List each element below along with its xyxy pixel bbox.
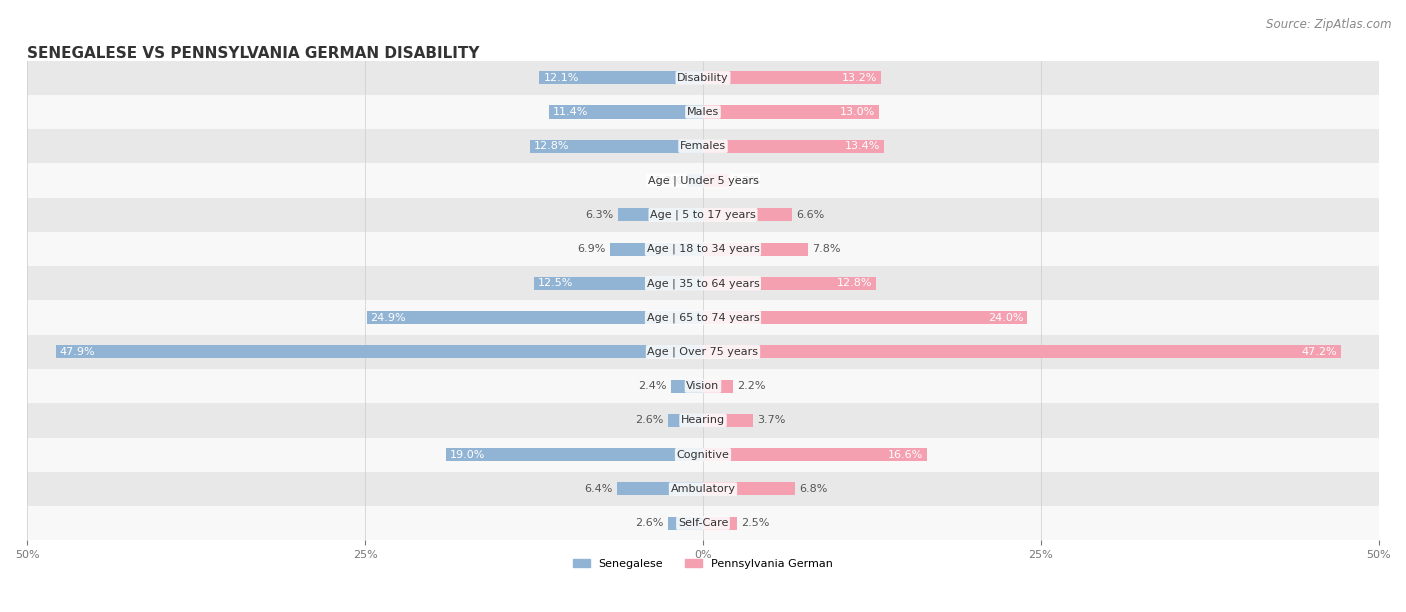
Text: 6.4%: 6.4% bbox=[583, 484, 613, 494]
Text: 13.0%: 13.0% bbox=[839, 107, 875, 117]
Bar bbox=[668, 517, 703, 530]
Text: 6.3%: 6.3% bbox=[585, 210, 614, 220]
Bar bbox=[703, 277, 876, 290]
Text: Males: Males bbox=[688, 107, 718, 117]
Text: 13.2%: 13.2% bbox=[842, 73, 877, 83]
Bar bbox=[610, 242, 703, 256]
Text: 3.7%: 3.7% bbox=[756, 416, 786, 425]
Text: Disability: Disability bbox=[678, 73, 728, 83]
Bar bbox=[540, 71, 703, 84]
Bar bbox=[703, 517, 737, 530]
Text: 19.0%: 19.0% bbox=[450, 450, 485, 460]
Text: 12.8%: 12.8% bbox=[837, 278, 872, 288]
Bar bbox=[530, 140, 703, 153]
Bar bbox=[703, 71, 882, 84]
Text: 2.6%: 2.6% bbox=[636, 518, 664, 528]
Text: Vision: Vision bbox=[686, 381, 720, 391]
Text: Age | Under 5 years: Age | Under 5 years bbox=[648, 175, 758, 186]
Bar bbox=[534, 277, 703, 290]
Bar bbox=[27, 472, 1379, 506]
Text: 16.6%: 16.6% bbox=[889, 450, 924, 460]
Text: Cognitive: Cognitive bbox=[676, 450, 730, 460]
Text: 12.1%: 12.1% bbox=[544, 73, 579, 83]
Bar bbox=[703, 345, 1341, 359]
Text: 2.6%: 2.6% bbox=[636, 416, 664, 425]
Bar bbox=[703, 379, 733, 393]
Bar bbox=[27, 198, 1379, 232]
Text: 12.8%: 12.8% bbox=[534, 141, 569, 151]
Bar bbox=[703, 242, 808, 256]
Text: 2.2%: 2.2% bbox=[737, 381, 765, 391]
Text: 47.9%: 47.9% bbox=[59, 347, 96, 357]
Text: Age | 35 to 64 years: Age | 35 to 64 years bbox=[647, 278, 759, 289]
Bar bbox=[703, 208, 792, 222]
Bar bbox=[27, 61, 1379, 95]
Bar bbox=[703, 482, 794, 496]
Bar bbox=[703, 311, 1028, 324]
Bar bbox=[27, 266, 1379, 300]
Bar bbox=[367, 311, 703, 324]
Bar bbox=[27, 95, 1379, 129]
Bar bbox=[703, 414, 754, 427]
Text: 13.4%: 13.4% bbox=[845, 141, 880, 151]
Bar bbox=[27, 300, 1379, 335]
Bar bbox=[616, 482, 703, 496]
Text: 11.4%: 11.4% bbox=[553, 107, 588, 117]
Bar bbox=[27, 129, 1379, 163]
Bar bbox=[56, 345, 703, 359]
Bar bbox=[703, 174, 728, 187]
Bar bbox=[27, 438, 1379, 472]
Bar bbox=[548, 105, 703, 119]
Bar bbox=[668, 414, 703, 427]
Text: 47.2%: 47.2% bbox=[1301, 347, 1337, 357]
Bar bbox=[703, 448, 928, 461]
Bar bbox=[703, 105, 879, 119]
Bar bbox=[686, 174, 703, 187]
Bar bbox=[446, 448, 703, 461]
Bar bbox=[27, 506, 1379, 540]
Text: 12.5%: 12.5% bbox=[538, 278, 574, 288]
Bar bbox=[27, 232, 1379, 266]
Text: Source: ZipAtlas.com: Source: ZipAtlas.com bbox=[1267, 18, 1392, 31]
Bar bbox=[27, 403, 1379, 438]
Text: 6.9%: 6.9% bbox=[578, 244, 606, 254]
Text: 1.9%: 1.9% bbox=[733, 176, 761, 185]
Text: 6.6%: 6.6% bbox=[796, 210, 824, 220]
Bar bbox=[703, 140, 884, 153]
Text: 7.8%: 7.8% bbox=[813, 244, 841, 254]
Bar bbox=[617, 208, 703, 222]
Text: Ambulatory: Ambulatory bbox=[671, 484, 735, 494]
Text: Self-Care: Self-Care bbox=[678, 518, 728, 528]
Text: Hearing: Hearing bbox=[681, 416, 725, 425]
Text: Age | 5 to 17 years: Age | 5 to 17 years bbox=[650, 209, 756, 220]
Text: Age | Over 75 years: Age | Over 75 years bbox=[648, 346, 758, 357]
Text: Age | 65 to 74 years: Age | 65 to 74 years bbox=[647, 312, 759, 323]
Text: 1.2%: 1.2% bbox=[654, 176, 683, 185]
Bar bbox=[27, 369, 1379, 403]
Bar bbox=[671, 379, 703, 393]
Text: 2.4%: 2.4% bbox=[638, 381, 666, 391]
Bar bbox=[27, 335, 1379, 369]
Legend: Senegalese, Pennsylvania German: Senegalese, Pennsylvania German bbox=[568, 554, 838, 573]
Text: 24.0%: 24.0% bbox=[988, 313, 1024, 323]
Text: Age | 18 to 34 years: Age | 18 to 34 years bbox=[647, 244, 759, 255]
Text: 6.8%: 6.8% bbox=[799, 484, 827, 494]
Text: 24.9%: 24.9% bbox=[371, 313, 406, 323]
Bar bbox=[27, 163, 1379, 198]
Text: 2.5%: 2.5% bbox=[741, 518, 769, 528]
Text: SENEGALESE VS PENNSYLVANIA GERMAN DISABILITY: SENEGALESE VS PENNSYLVANIA GERMAN DISABI… bbox=[27, 46, 479, 61]
Text: Females: Females bbox=[681, 141, 725, 151]
